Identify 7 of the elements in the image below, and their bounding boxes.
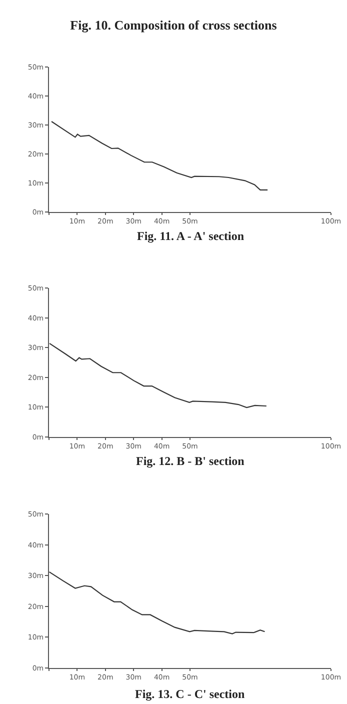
line-series <box>49 571 266 634</box>
line-series <box>50 120 268 191</box>
caption: Fig. 13. C - C' section <box>135 687 245 701</box>
caption: Fig. 11. A - A' section <box>137 229 244 243</box>
line-series <box>49 342 267 408</box>
caption: Fig. 12. B - B' section <box>136 454 245 468</box>
chart-title: Fig. 10. Composition of cross sections <box>70 18 277 33</box>
